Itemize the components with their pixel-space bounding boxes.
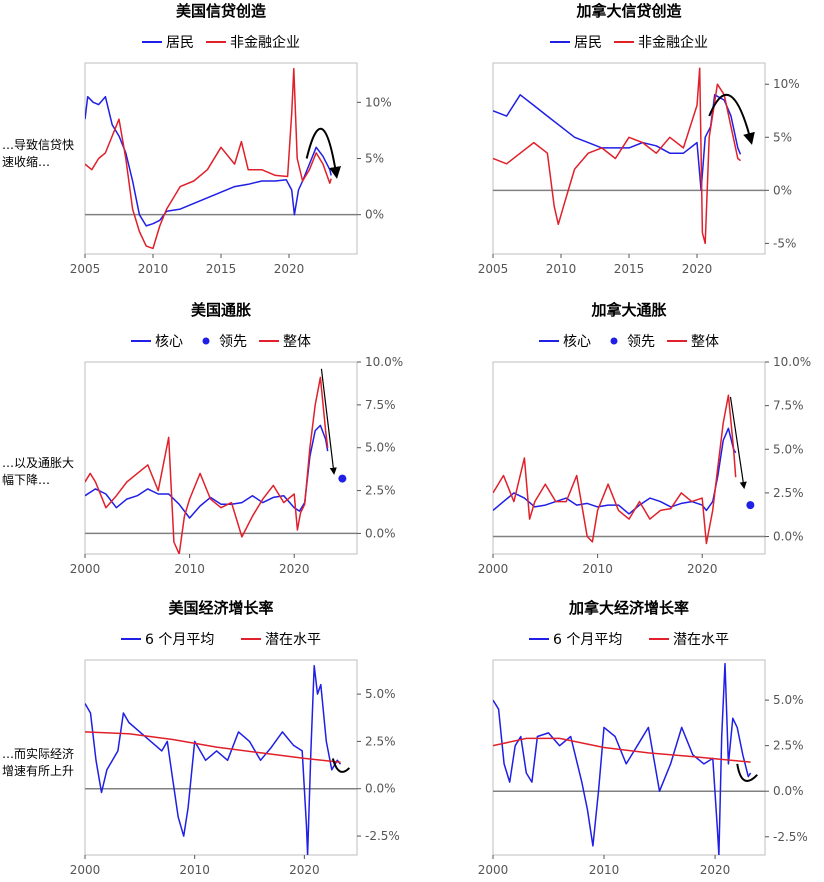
x-tick-label: 2010 [589, 863, 620, 877]
y-tick-label: 2.5% [773, 739, 804, 753]
y-tick-label: 5% [773, 130, 792, 144]
legend-label: 潜在水平 [265, 632, 321, 648]
legend-label: 6 个月平均 [145, 632, 214, 648]
chart-title: 美国通胀 [191, 301, 251, 319]
series-line-居民 [493, 94, 742, 192]
legend-label: 非金融企业 [638, 34, 708, 51]
trend-cup-curve [736, 763, 758, 782]
y-tick-label: -2.5% [773, 830, 808, 844]
plot-frame [84, 361, 358, 555]
side-note-growth: …而实际经济增速有所上升 [2, 747, 75, 778]
legend-label: 居民 [574, 35, 602, 51]
y-tick-label: 5% [365, 152, 384, 166]
x-tick-label: 2000 [70, 863, 101, 877]
y-tick-label: 5.0% [773, 693, 804, 707]
legend-label: 居民 [166, 35, 194, 51]
x-tick-label: 2015 [206, 262, 237, 276]
y-tick-label: 0% [773, 183, 792, 197]
x-tick-label: 2010 [179, 863, 210, 877]
side-note-inflation: …以及通胀大幅下降… [2, 456, 75, 487]
x-tick-label: 2015 [614, 262, 645, 276]
y-tick-label: 0.0% [773, 784, 804, 798]
legend-label: 核心 [563, 334, 591, 350]
legend-label: 6 个月平均 [553, 632, 622, 648]
y-tick-label: 10% [773, 77, 800, 91]
y-tick-label: 5.0% [773, 442, 804, 456]
x-tick-label: 2005 [478, 262, 509, 276]
series-line-整体 [85, 376, 329, 554]
x-tick-label: 2010 [546, 262, 577, 276]
chart-title: 加拿大通胀 [590, 301, 666, 319]
y-tick-label: 0.0% [365, 526, 396, 540]
series-line-6 个月平均 [85, 664, 342, 855]
series-line-6 个月平均 [493, 662, 752, 855]
y-tick-label: 10.0% [365, 355, 403, 369]
chart-title: 加拿大信贷创造 [575, 2, 681, 20]
y-tick-label: 10% [365, 95, 392, 109]
x-tick-label: 2010 [138, 262, 169, 276]
chart-title: 美国经济增长率 [168, 599, 273, 617]
chart-title: 美国信贷创造 [176, 2, 266, 20]
y-tick-label: 7.5% [365, 398, 396, 412]
plot-frame [492, 361, 766, 555]
x-tick-label: 2000 [70, 562, 101, 576]
x-tick-label: 2005 [70, 262, 101, 276]
chart-title: 加拿大经济增长率 [568, 599, 689, 617]
y-tick-label: 0.0% [773, 530, 804, 544]
y-tick-label: 0.0% [365, 782, 396, 796]
legend-label: 整体 [691, 334, 719, 350]
x-tick-label: 2020 [700, 863, 731, 877]
legend-label: 非金融企业 [230, 34, 300, 51]
y-tick-label: 2.5% [365, 734, 396, 748]
legend-label: 领先 [219, 334, 247, 350]
plot-frame [492, 62, 766, 255]
trend-cup-curve [331, 758, 351, 773]
y-tick-label: 0% [365, 208, 384, 222]
x-tick-label: 2010 [174, 562, 205, 576]
legend-label: 核心 [155, 334, 183, 350]
plot-frame [492, 659, 766, 856]
legend-marker-领先 [610, 337, 618, 345]
y-tick-label: 5.0% [365, 441, 396, 455]
x-tick-label: 2020 [682, 262, 713, 276]
y-tick-label: -2.5% [365, 829, 400, 843]
x-tick-label: 2010 [582, 562, 613, 576]
series-line-潜在水平 [85, 731, 341, 763]
trend-arrow [320, 368, 337, 475]
series-line-居民 [85, 95, 332, 227]
series-line-潜在水平 [493, 737, 751, 763]
y-tick-label: 2.5% [365, 484, 396, 498]
data-point-领先 [338, 474, 347, 483]
x-tick-label: 2000 [478, 562, 509, 576]
plot-frame [84, 659, 358, 856]
series-line-非金融企业 [85, 67, 332, 250]
data-point-领先 [746, 501, 755, 510]
legend-label: 领先 [627, 334, 655, 350]
series-line-非金融企业 [493, 67, 741, 245]
trend-arrow [729, 396, 747, 490]
x-tick-label: 2000 [478, 863, 509, 877]
x-tick-label: 2020 [687, 562, 718, 576]
x-tick-label: 2020 [274, 262, 305, 276]
y-tick-label: 10.0% [773, 355, 811, 369]
trend-arc-arrow [708, 94, 755, 145]
trend-arc-arrow [305, 127, 342, 179]
series-line-整体 [493, 394, 737, 545]
y-tick-label: 2.5% [773, 486, 804, 500]
side-note-credit: …导致信贷快速收缩… [2, 138, 75, 169]
series-line-核心 [85, 424, 329, 519]
y-tick-label: 7.5% [773, 399, 804, 413]
x-tick-label: 2020 [279, 562, 310, 576]
legend-label: 潜在水平 [673, 632, 729, 648]
y-tick-label: 5.0% [365, 687, 396, 701]
x-tick-label: 2020 [289, 863, 320, 877]
legend-label: 整体 [283, 334, 311, 350]
y-tick-label: -5% [773, 236, 796, 250]
legend-marker-领先 [202, 337, 210, 345]
